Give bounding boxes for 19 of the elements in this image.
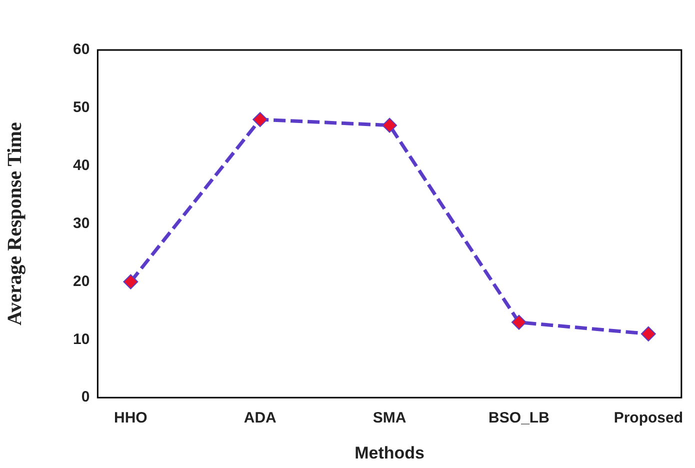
point <box>252 112 268 128</box>
y-tick-label: 30 <box>72 214 90 232</box>
x-axis-title: Methods <box>354 443 424 462</box>
y-tick-label: 20 <box>72 272 90 290</box>
point <box>640 326 656 342</box>
x-tick-label: SMA <box>372 410 406 427</box>
x-tick-label: BSO_LB <box>488 410 550 427</box>
x-tick-label: Proposed <box>614 410 684 427</box>
y-tick-label: 10 <box>72 330 90 348</box>
x-tick-label: ADA <box>244 410 277 427</box>
point <box>511 314 526 330</box>
point <box>123 274 138 290</box>
y-tick-label: 50 <box>72 99 90 116</box>
y-tick-label: 40 <box>72 157 90 174</box>
x-tick-label: HHO <box>114 410 148 427</box>
point <box>382 118 398 133</box>
y-tick-label: 0 <box>81 388 90 406</box>
y-axis-title: Average Response Time <box>4 122 26 326</box>
y-tick-label: 60 <box>72 41 90 58</box>
